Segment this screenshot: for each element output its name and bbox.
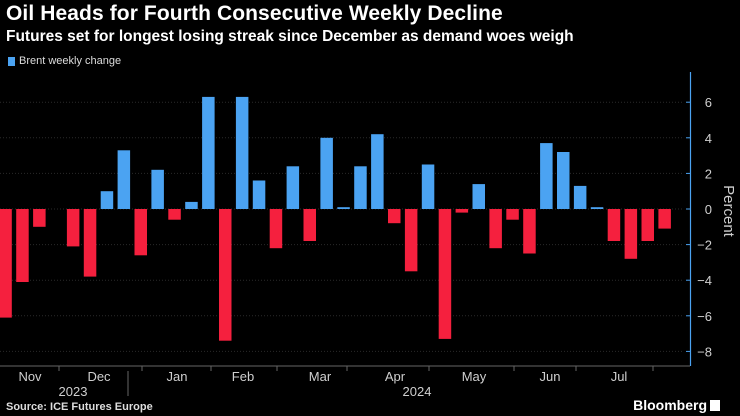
y-axis: 6 4 2 0 −2 −4 −6 −8 Percent (686, 72, 737, 366)
x-year-label: 2024 (403, 384, 432, 399)
bar (185, 201, 198, 209)
brand-logo: Bloomberg (633, 397, 720, 413)
bar (16, 209, 29, 282)
chart-subtitle: Futures set for longest losing streak si… (6, 28, 574, 45)
bar (573, 185, 587, 209)
bar (337, 207, 350, 209)
x-month-label: Dec (87, 369, 111, 384)
bar (455, 209, 469, 213)
bar (303, 209, 316, 241)
bar (472, 184, 485, 209)
bar (83, 209, 97, 277)
bar (506, 209, 519, 220)
bar (489, 209, 502, 249)
bar (151, 169, 164, 209)
y-tick-label: −4 (697, 273, 712, 288)
bar (388, 209, 401, 224)
bar (421, 164, 435, 209)
bar (219, 209, 232, 341)
x-month-label: May (462, 369, 487, 384)
x-month-label: Apr (385, 369, 406, 384)
y-tick-label: 0 (705, 202, 712, 217)
bar (252, 180, 266, 209)
bar (100, 191, 114, 209)
legend-label: Brent weekly change (19, 55, 122, 67)
bar (320, 137, 333, 209)
y-tick-label: −8 (697, 344, 712, 359)
y-tick-label: −2 (697, 238, 712, 253)
x-axis: Nov Dec Jan Feb Mar Apr May Jun Jul 2023 2024 (0, 365, 690, 399)
x-month-label: Jul (611, 369, 628, 384)
bar (354, 166, 367, 209)
x-month-label: Jan (167, 369, 188, 384)
chart-legend: Brent weekly change (8, 55, 121, 67)
bar (269, 209, 283, 249)
bar (438, 209, 452, 339)
bar (286, 166, 300, 209)
x-year-label: 2023 (59, 384, 88, 399)
brand-name: Bloomberg (633, 397, 707, 413)
bar (624, 209, 638, 259)
x-month-label: Mar (309, 369, 332, 384)
grid-lines (0, 101, 682, 352)
bar (134, 209, 147, 256)
bar (0, 209, 12, 318)
bar (523, 209, 536, 254)
y-tick-label: 6 (705, 95, 712, 110)
bar (33, 209, 46, 227)
y-axis-title: Percent (720, 185, 737, 238)
bar (404, 209, 418, 272)
bar (590, 207, 604, 209)
x-month-label: Jun (540, 369, 561, 384)
y-tick-label: 2 (705, 166, 712, 181)
bars (0, 96, 671, 341)
bar (66, 209, 80, 247)
legend-swatch (8, 56, 15, 66)
bar (235, 96, 249, 209)
bar (607, 209, 621, 241)
bar (202, 96, 215, 209)
bar (658, 209, 671, 229)
bar (117, 150, 131, 209)
y-tick-label: −6 (697, 309, 712, 324)
bloomberg-mark-icon (710, 399, 720, 411)
source-note: Source: ICE Futures Europe (6, 401, 153, 413)
chart-title: Oil Heads for Fourth Consecutive Weekly … (6, 2, 503, 25)
x-month-label: Feb (232, 369, 254, 384)
bar (371, 134, 384, 209)
bar (641, 209, 654, 241)
bar (557, 152, 570, 209)
y-tick-label: 4 (705, 131, 712, 146)
x-month-label: Nov (18, 369, 42, 384)
bar (168, 209, 181, 220)
bar (540, 143, 553, 209)
